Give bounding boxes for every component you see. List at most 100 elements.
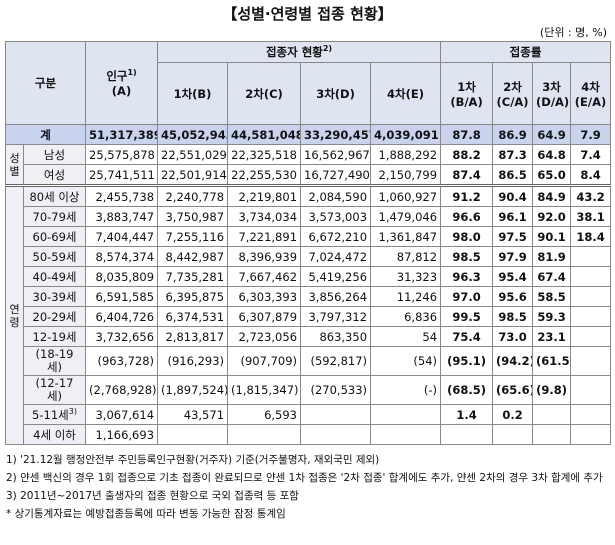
value: 95.6 bbox=[498, 289, 527, 304]
row-label: 5-11세 bbox=[32, 407, 69, 422]
value: (963,728) bbox=[97, 354, 155, 368]
value: 98.5 bbox=[452, 249, 481, 264]
value-cell: 4,039,091 bbox=[370, 124, 442, 145]
value-cell: (916,293) bbox=[157, 346, 229, 376]
value-cell: 6,591,585 bbox=[85, 286, 159, 307]
value-cell: 0.2 bbox=[492, 404, 534, 425]
value-cell: 45,052,943 bbox=[157, 124, 229, 145]
header-text: 1차 bbox=[457, 79, 476, 94]
value-cell bbox=[570, 346, 612, 376]
value-cell: 1.4 bbox=[440, 404, 494, 425]
header-cell: 1차 (B/A) bbox=[440, 62, 494, 125]
value-cell: 43,571 bbox=[157, 404, 229, 425]
value-cell bbox=[227, 424, 302, 445]
value: 98.5 bbox=[498, 309, 527, 324]
value: 7.4 bbox=[580, 147, 601, 162]
value-cell: (270,533) bbox=[300, 375, 372, 405]
value: 2,240,778 bbox=[165, 189, 225, 204]
value-cell bbox=[570, 246, 612, 267]
value: 54 bbox=[422, 329, 438, 344]
value: 1,060,927 bbox=[378, 189, 438, 204]
header-text: (E/A) bbox=[574, 94, 607, 109]
value-cell: 18.4 bbox=[570, 226, 612, 247]
value-cell: 75.4 bbox=[440, 326, 494, 347]
value: 65.0 bbox=[537, 167, 566, 182]
value: 92.0 bbox=[537, 209, 566, 224]
value-cell: 6,836 bbox=[370, 306, 442, 327]
value: 3,883,747 bbox=[95, 209, 155, 224]
value: 16,727,490 bbox=[304, 167, 370, 182]
value-cell bbox=[157, 424, 229, 445]
row-label: 30-39세 bbox=[32, 289, 77, 304]
row-label: 세) bbox=[46, 360, 63, 374]
value-cell: 97.0 bbox=[440, 286, 494, 307]
value-cell bbox=[532, 424, 572, 445]
row-label: 12-19세 bbox=[32, 329, 77, 344]
value-cell: 67.4 bbox=[532, 266, 572, 287]
value-cell: 90.1 bbox=[532, 226, 572, 247]
label-cell: 20-29세 bbox=[22, 306, 87, 327]
value: 5,419,256 bbox=[308, 269, 368, 284]
value: 73.0 bbox=[498, 329, 527, 344]
value: 33,290,457 bbox=[304, 127, 371, 142]
value-cell: 44,581,048 bbox=[227, 124, 302, 145]
data-row: 12-19세 3,732,656 2,813,817 2,723,056 863,350… bbox=[6, 326, 612, 347]
data-row: 50-59세 8,574,374 8,442,987 8,396,939 7,024,4… bbox=[6, 246, 612, 267]
row-label: 20-29세 bbox=[32, 309, 77, 324]
vaccination-table: 구분 인구1) (A) 접종자 현황2) 접종률 1차(B) 2차(C) 3차(D) 4… bbox=[4, 41, 612, 445]
value: 31,323 bbox=[396, 269, 438, 284]
row-label: 40-49세 bbox=[32, 269, 77, 284]
value-cell: 6,303,393 bbox=[227, 286, 302, 307]
value-cell: 91.2 bbox=[440, 185, 494, 207]
value: 75.4 bbox=[452, 329, 481, 344]
value: 3,856,264 bbox=[308, 289, 368, 304]
value: 86.9 bbox=[498, 127, 527, 142]
value-cell: 59.3 bbox=[532, 306, 572, 327]
value-cell: 2,219,801 bbox=[227, 185, 302, 207]
value-cell: 2,455,738 bbox=[85, 185, 159, 207]
footnote: * 상기통계자료는 예방접종등록에 따라 변동 가능한 잠정 통계임 bbox=[6, 508, 286, 520]
data-row: 20-29세 6,404,726 6,374,531 6,307,879 3,797,3… bbox=[6, 306, 612, 327]
value-cell: 84.9 bbox=[532, 185, 572, 207]
value: 90.4 bbox=[498, 189, 527, 204]
value-cell: 6,307,879 bbox=[227, 306, 302, 327]
header-text: 접종률 bbox=[509, 45, 542, 59]
header-text: (D/A) bbox=[536, 94, 570, 109]
value-cell: 64.9 bbox=[532, 124, 572, 145]
value-cell: 7.4 bbox=[570, 144, 612, 165]
value-cell: 2,813,817 bbox=[157, 326, 229, 347]
value-cell: 1,888,292 bbox=[370, 144, 442, 165]
value-cell bbox=[570, 306, 612, 327]
value-cell: 3,797,312 bbox=[300, 306, 372, 327]
value-cell: 6,395,875 bbox=[157, 286, 229, 307]
value-cell: 86.9 bbox=[492, 124, 534, 145]
value: 7,667,462 bbox=[238, 269, 298, 284]
row-label: 여성 bbox=[43, 167, 66, 182]
value: 22,325,518 bbox=[231, 147, 298, 162]
value: 95.4 bbox=[498, 269, 527, 284]
value: 88.2 bbox=[452, 147, 481, 162]
value-cell: 22,551,029 bbox=[157, 144, 229, 165]
value-cell: 90.4 bbox=[492, 185, 534, 207]
value: 84.9 bbox=[537, 189, 566, 204]
value-cell: 8,035,809 bbox=[85, 266, 159, 287]
value: (9.8) bbox=[536, 383, 567, 397]
data-row: 30-39세 6,591,585 6,395,875 6,303,393 3,856,2… bbox=[6, 286, 612, 307]
data-row: 60-69세 7,404,447 7,255,116 7,221,891 6,672,2… bbox=[6, 226, 612, 247]
value-cell: 6,672,210 bbox=[300, 226, 372, 247]
value-cell: 87,812 bbox=[370, 246, 442, 267]
value: 6,374,531 bbox=[165, 309, 225, 324]
value-cell bbox=[570, 326, 612, 347]
value-cell: (592,817) bbox=[300, 346, 372, 376]
header-text: 2차 bbox=[503, 79, 522, 94]
footnote: 1) '21.12월 행정안전부 주민등록인구현황(거주자) 기준(거주불명자,… bbox=[6, 454, 380, 466]
value-cell: 97.5 bbox=[492, 226, 534, 247]
value-cell: 86.5 bbox=[492, 164, 534, 186]
value-cell bbox=[370, 424, 442, 445]
value: 6,591,585 bbox=[95, 289, 155, 304]
value: (1,897,524) bbox=[161, 383, 228, 397]
label-cell: 5-11세3) bbox=[22, 404, 87, 425]
value-cell: 8,574,374 bbox=[85, 246, 159, 267]
data-row: 4세 이하 1,166,693 bbox=[6, 424, 612, 445]
value-cell: 3,573,003 bbox=[300, 206, 372, 227]
